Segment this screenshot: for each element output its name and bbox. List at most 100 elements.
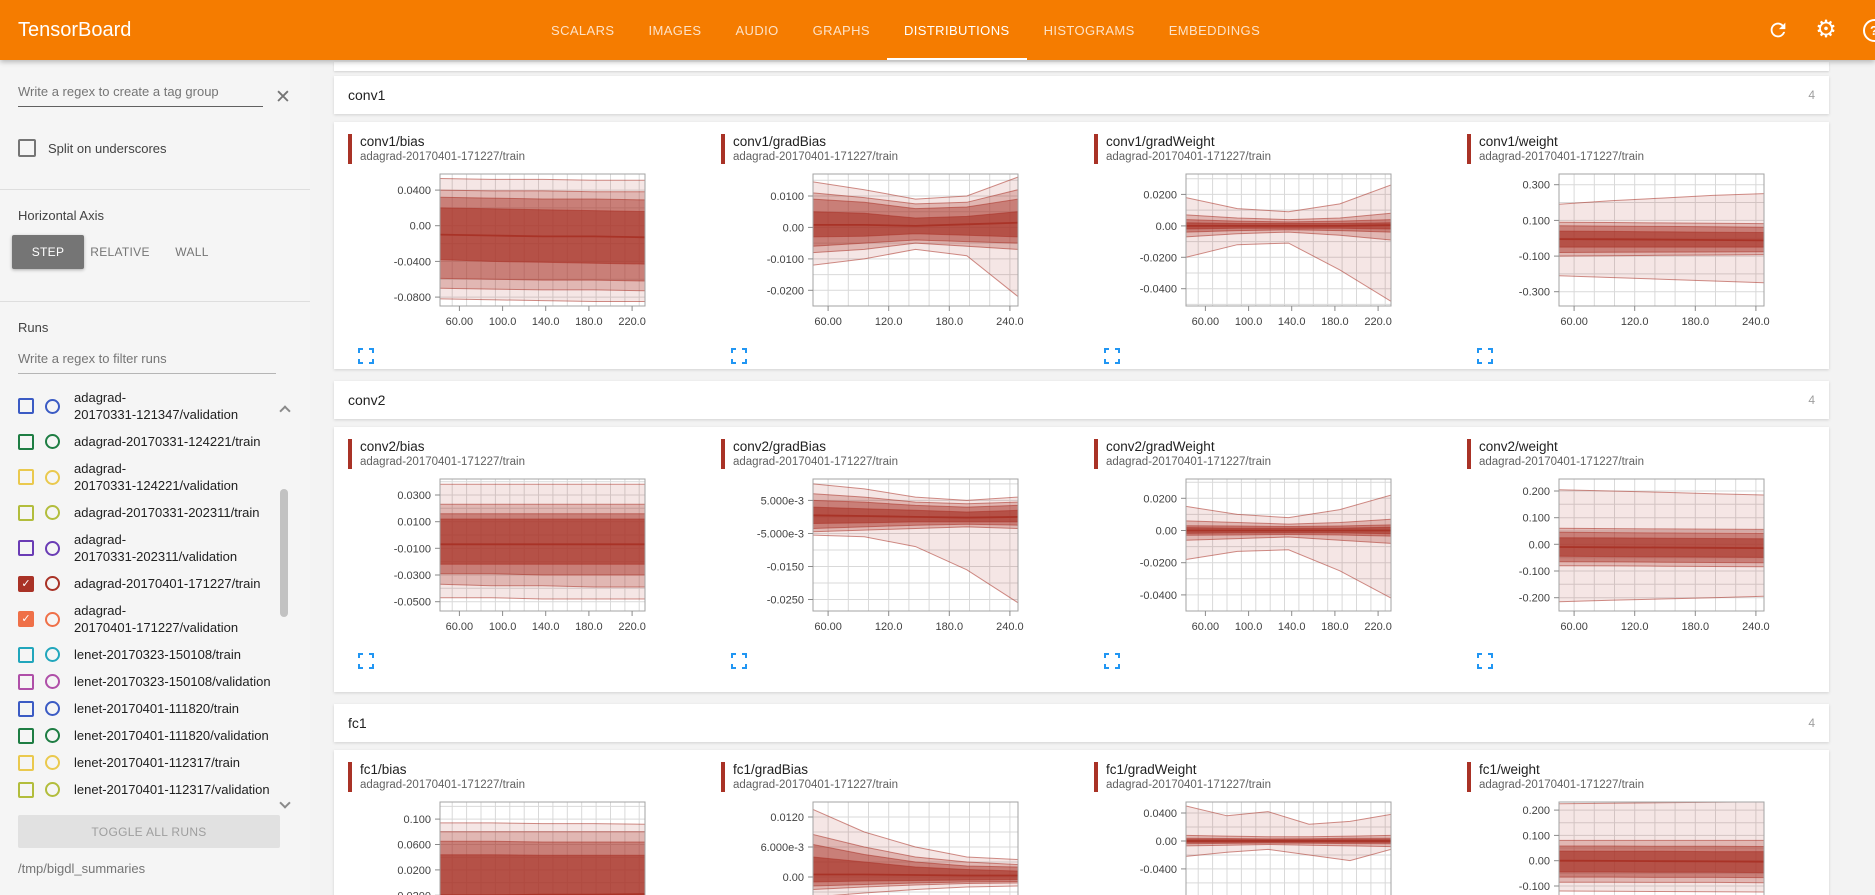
tab-images[interactable]: IMAGES — [648, 22, 702, 38]
run-radio-icon[interactable] — [45, 611, 60, 627]
svg-text:-0.0150: -0.0150 — [767, 562, 804, 574]
charts-row-fc1: fc1/bias adagrad-20170401-171227/train 0.1… — [334, 750, 1829, 895]
run-checkbox[interactable]: ✓ — [18, 611, 34, 627]
run-checkbox[interactable] — [18, 727, 34, 744]
run-row[interactable]: lenet-20170323-150108/validation — [18, 668, 280, 695]
tab-audio[interactable]: AUDIO — [735, 22, 779, 38]
distribution-plot[interactable]: 0.0120 6.000e-3 0.00 — [721, 796, 1061, 895]
svg-text:120.0: 120.0 — [1621, 621, 1649, 633]
svg-text:-0.300: -0.300 — [1519, 287, 1550, 299]
expand-icon[interactable] — [1477, 653, 1493, 669]
run-radio-icon[interactable] — [45, 576, 60, 591]
run-checkbox[interactable] — [18, 700, 34, 717]
run-radio-icon[interactable] — [45, 674, 60, 689]
svg-text:0.100: 0.100 — [1522, 215, 1550, 227]
expand-icon[interactable] — [731, 653, 747, 669]
split-on-underscores-checkbox[interactable]: Split on underscores — [18, 139, 292, 157]
run-row[interactable]: lenet-20170401-112317/train — [18, 749, 280, 776]
distribution-plot[interactable]: 0.300 0.100 -0.100 -0.300 60.00 120.0 180.0 240… — [1467, 168, 1807, 346]
settings-gear-icon[interactable]: ⚙ — [1815, 16, 1837, 43]
distribution-plot[interactable]: 0.0400 0.00 -0.0400 -0.0800 60.00 100.0 140.0 1… — [348, 168, 688, 346]
run-checkbox[interactable] — [18, 754, 34, 771]
run-checkbox[interactable] — [18, 398, 34, 414]
run-row[interactable]: lenet-20170401-111820/train — [18, 695, 280, 722]
close-icon[interactable]: ✕ — [275, 87, 291, 108]
run-radio-icon[interactable] — [45, 469, 60, 485]
run-row[interactable]: adagrad- 20170331-124221/validation — [18, 455, 280, 499]
distribution-plot[interactable]: 0.200 0.100 0.00 -0.100 — [1467, 796, 1807, 895]
run-row[interactable]: lenet-20170401-111820/validation — [18, 722, 280, 749]
scrolled-card-edge — [334, 62, 1829, 71]
tab-scalars[interactable]: SCALARS — [551, 22, 615, 38]
tag-regex-input[interactable] — [18, 84, 263, 107]
expand-icon[interactable] — [358, 653, 374, 669]
tab-embeddings[interactable]: EMBEDDINGS — [1168, 22, 1261, 38]
svg-text:-0.100: -0.100 — [1519, 566, 1550, 578]
distribution-plot[interactable]: 0.0200 0.00 -0.0200 -0.0400 60.00 100.0 140.0 1… — [1094, 168, 1434, 346]
tab-histograms[interactable]: HISTOGRAMS — [1043, 22, 1135, 38]
chart-run-name: adagrad-20170401-171227/train — [1479, 456, 1644, 468]
run-radio-icon[interactable] — [45, 782, 60, 797]
run-radio-icon[interactable] — [45, 398, 60, 414]
run-radio-icon[interactable] — [45, 505, 60, 520]
tab-graphs[interactable]: GRAPHS — [812, 22, 870, 38]
section-header-conv2: conv2 4 — [334, 381, 1829, 419]
run-row[interactable]: ✓ adagrad- 20170401-171227/validation — [18, 597, 280, 641]
svg-text:60.00: 60.00 — [1560, 316, 1588, 328]
axis-button-relative[interactable]: RELATIVE — [90, 245, 150, 259]
run-radio-icon[interactable] — [45, 434, 60, 449]
run-radio-icon[interactable] — [45, 728, 60, 743]
distribution-plot[interactable]: 0.0300 0.0100 -0.0100 -0.0300 -0.0500 60.00 10… — [348, 473, 688, 651]
distribution-plot[interactable]: 0.0200 0.00 -0.0200 -0.0400 60.00 100.0 140.0 1… — [1094, 473, 1434, 651]
axis-button-step[interactable]: STEP — [12, 235, 84, 269]
scroll-up-icon[interactable] — [279, 405, 291, 417]
distribution-plot[interactable]: 0.0100 0.00 -0.0100 -0.0200 60.00 120.0 180.0 2… — [721, 168, 1061, 346]
axis-button-wall[interactable]: WALL — [175, 245, 209, 259]
run-radio-icon[interactable] — [45, 755, 60, 770]
expand-icon[interactable] — [1104, 653, 1120, 669]
tab-distributions[interactable]: DISTRIBUTIONS — [887, 0, 1027, 60]
run-radio-icon[interactable] — [45, 540, 60, 556]
run-checkbox[interactable]: ✓ — [18, 575, 34, 592]
distribution-plot[interactable]: 0.100 0.0600 0.0200 -0.0200 — [348, 796, 688, 895]
svg-text:120.0: 120.0 — [1621, 316, 1649, 328]
run-row[interactable]: adagrad-20170331-124221/train — [18, 428, 280, 455]
expand-icon[interactable] — [1477, 348, 1493, 364]
run-row[interactable]: lenet-20170323-150108/train — [18, 641, 280, 668]
run-radio-icon[interactable] — [45, 647, 60, 662]
distribution-plot[interactable]: 0.0400 0.00 -0.0400 — [1094, 796, 1434, 895]
chart-title-row: conv2/bias adagrad-20170401-171227/train — [348, 439, 707, 469]
run-row[interactable]: adagrad-20170331-202311/train — [18, 499, 280, 526]
runs-scrollbar[interactable] — [278, 405, 292, 809]
run-checkbox[interactable] — [18, 433, 34, 450]
run-row[interactable]: lenet-20170401-112317/validation — [18, 776, 280, 803]
expand-icon[interactable] — [731, 348, 747, 364]
run-checkbox[interactable] — [18, 781, 34, 798]
run-checkbox[interactable] — [18, 646, 34, 663]
refresh-icon[interactable] — [1766, 18, 1790, 42]
distribution-plot[interactable]: 5.000e-3 -5.000e-3 -0.0150 -0.0250 60.00 120.… — [721, 473, 1061, 651]
run-checkbox[interactable] — [18, 540, 34, 556]
run-radio-icon[interactable] — [45, 701, 60, 716]
runs-regex-input[interactable] — [18, 351, 276, 374]
run-row[interactable]: adagrad- 20170331-121347/validation — [18, 384, 280, 428]
toggle-all-runs-button[interactable]: TOGGLE ALL RUNS — [18, 815, 280, 848]
sidebar: ✕ Split on underscores Horizontal Axis S… — [0, 60, 310, 895]
run-checkbox[interactable] — [18, 673, 34, 690]
chart-card: fc1/gradBias adagrad-20170401-171227/trai… — [707, 762, 1080, 895]
expand-icon[interactable] — [358, 348, 374, 364]
chart-title: conv1/bias — [360, 134, 425, 149]
scrollbar-thumb[interactable] — [280, 489, 288, 617]
run-checkbox[interactable] — [18, 469, 34, 485]
chart-card: conv2/gradBias adagrad-20170401-171227/tr… — [707, 439, 1080, 692]
run-checkbox[interactable] — [18, 504, 34, 521]
help-icon[interactable]: ? — [1862, 18, 1875, 42]
expand-icon[interactable] — [1104, 348, 1120, 364]
svg-text:180.0: 180.0 — [1682, 621, 1710, 633]
run-label: lenet-20170323-150108/train — [74, 647, 241, 662]
distribution-plot[interactable]: 0.200 0.100 0.00 -0.100 -0.200 60.00 120.0 180.… — [1467, 473, 1807, 651]
scroll-down-icon[interactable] — [279, 797, 291, 809]
run-row[interactable]: ✓ adagrad-20170401-171227/train — [18, 570, 280, 597]
run-row[interactable]: adagrad- 20170331-202311/validation — [18, 526, 280, 570]
svg-text:-0.0200: -0.0200 — [1140, 252, 1177, 264]
